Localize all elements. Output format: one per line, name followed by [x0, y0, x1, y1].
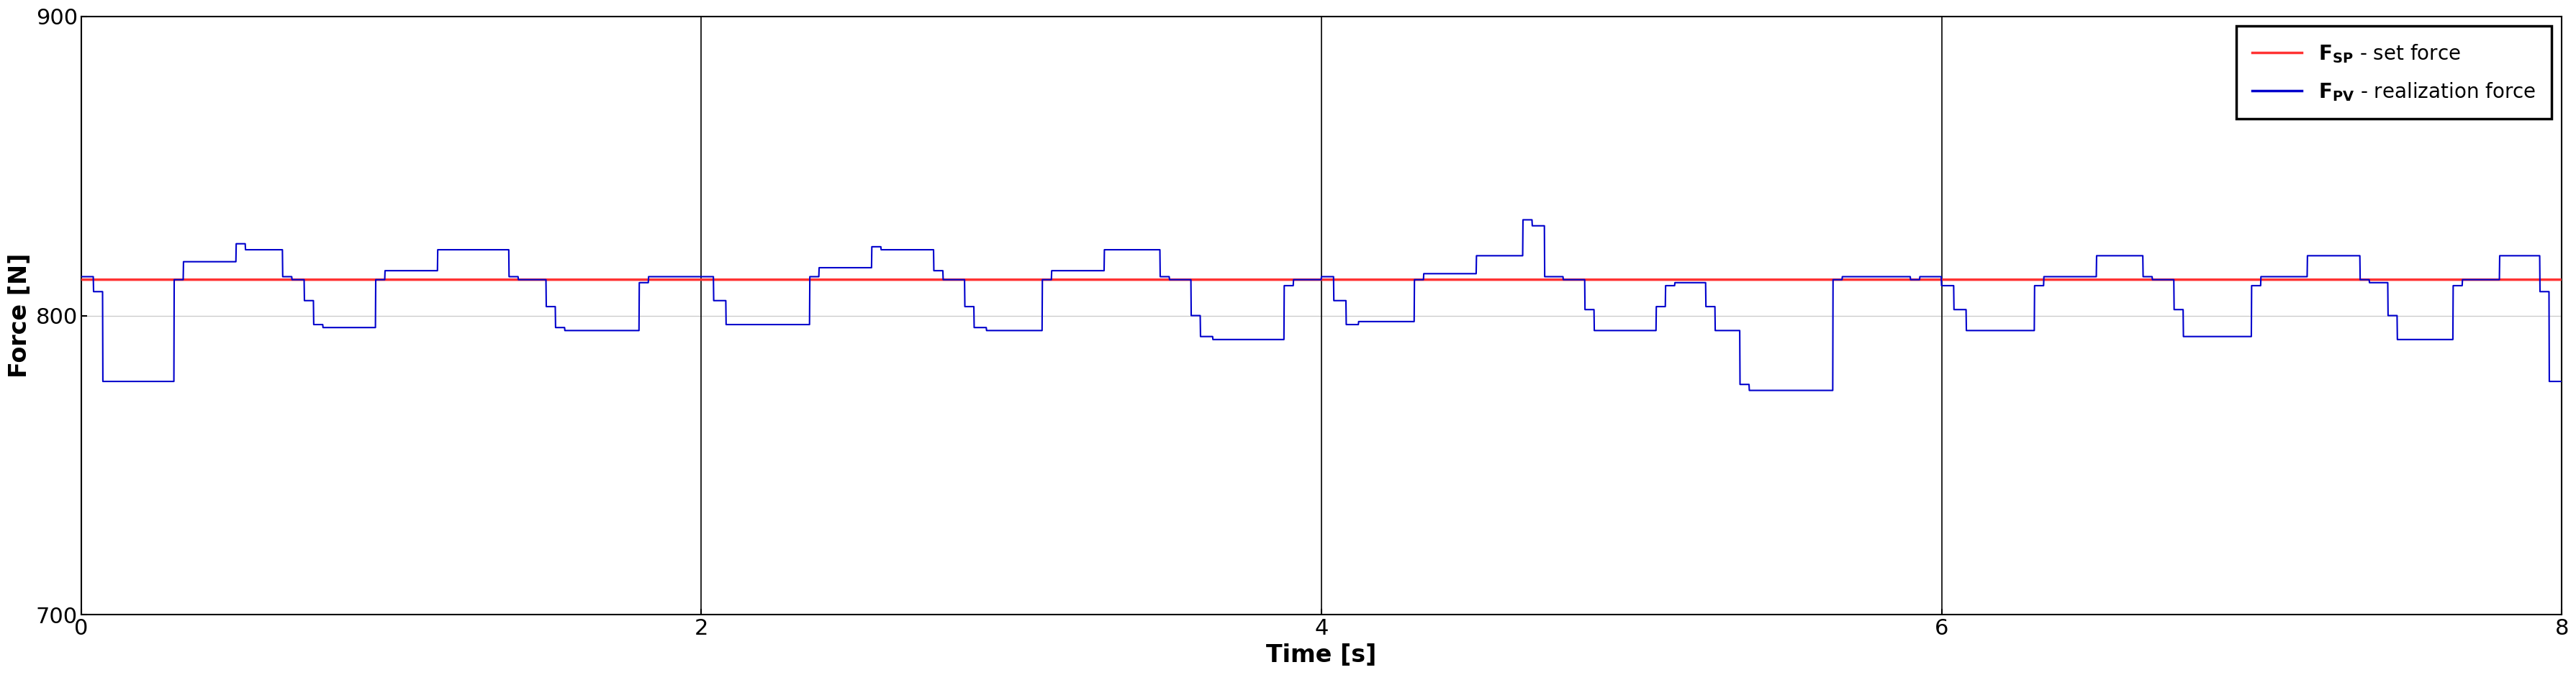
$\mathbf{F_{SP}}$ - set force: [827, 275, 858, 284]
X-axis label: Time [s]: Time [s]: [1265, 643, 1376, 667]
$\mathbf{F_{PV}}$ - realization force: [2205, 333, 2236, 341]
$\mathbf{F_{PV}}$ - realization force: [1507, 216, 1538, 224]
$\mathbf{F_{SP}}$ - set force: [2202, 275, 2233, 284]
$\mathbf{F_{SP}}$ - set force: [2117, 275, 2148, 284]
$\mathbf{F_{SP}}$ - set force: [67, 275, 98, 284]
$\mathbf{F_{PV}}$ - realization force: [1551, 275, 1582, 284]
$\mathbf{F_{PV}}$ - realization force: [2117, 252, 2148, 260]
$\mathbf{F_{PV}}$ - realization force: [1940, 306, 1971, 314]
$\mathbf{F_{SP}}$ - set force: [1940, 275, 1971, 284]
$\mathbf{F_{PV}}$ - realization force: [827, 264, 858, 272]
$\mathbf{F_{SP}}$ - set force: [1551, 275, 1582, 284]
$\mathbf{F_{PV}}$ - realization force: [67, 273, 98, 281]
Legend: $\mathbf{F_{SP}}$ - set force, $\mathbf{F_{PV}}$ - realization force: $\mathbf{F_{SP}}$ - set force, $\mathbf{…: [2236, 26, 2550, 119]
$\mathbf{F_{PV}}$ - realization force: [1734, 386, 1765, 394]
Y-axis label: Force [N]: Force [N]: [8, 253, 31, 378]
$\mathbf{F_{SP}}$ - set force: [2545, 275, 2576, 284]
$\mathbf{F_{PV}}$ - realization force: [1597, 327, 1628, 335]
$\mathbf{F_{SP}}$ - set force: [1597, 275, 1628, 284]
Line: $\mathbf{F_{PV}}$ - realization force: $\mathbf{F_{PV}}$ - realization force: [82, 220, 2561, 390]
$\mathbf{F_{PV}}$ - realization force: [2545, 377, 2576, 385]
